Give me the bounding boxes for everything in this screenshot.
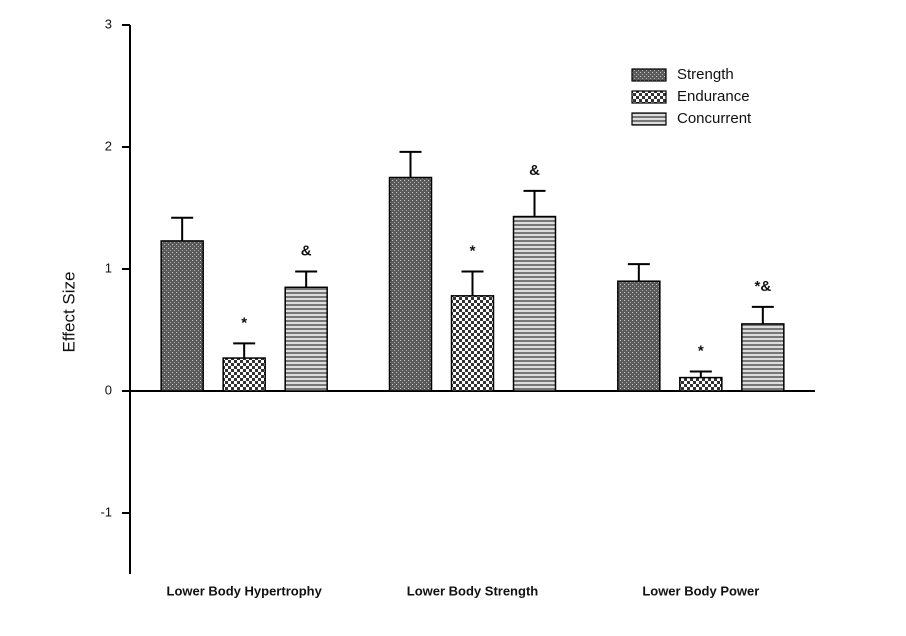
bar [450,295,495,392]
annotation: *& [754,278,771,295]
y-tick-label: 2 [105,138,112,153]
y-tick-label: 1 [105,260,112,275]
legend-label: Concurrent [677,110,752,127]
bar [222,357,266,392]
bar [679,376,723,392]
x-tick-label: Lower Body Strength [407,583,539,598]
legend-label: Endurance [677,88,750,105]
legend-swatch [631,68,667,82]
y-axis-label: Effect Size [59,272,78,353]
y-tick-label: -1 [100,504,112,519]
annotation: * [470,242,476,259]
legend-label: Strength [677,66,734,83]
x-tick-label: Lower Body Power [642,583,759,598]
x-tick-label: Lower Body Hypertrophy [167,583,323,598]
annotation: & [529,162,540,179]
bar [741,323,785,392]
bar [512,215,557,392]
bar [388,176,433,392]
annotation: & [301,242,312,259]
y-tick-label: 3 [105,16,112,31]
bar [617,280,661,392]
annotation: * [241,314,247,331]
legend-swatch [631,90,667,104]
annotation: * [698,342,704,359]
bar [284,286,328,392]
legend-swatch [631,112,667,126]
bar [160,240,204,392]
y-tick-label: 0 [105,382,112,397]
